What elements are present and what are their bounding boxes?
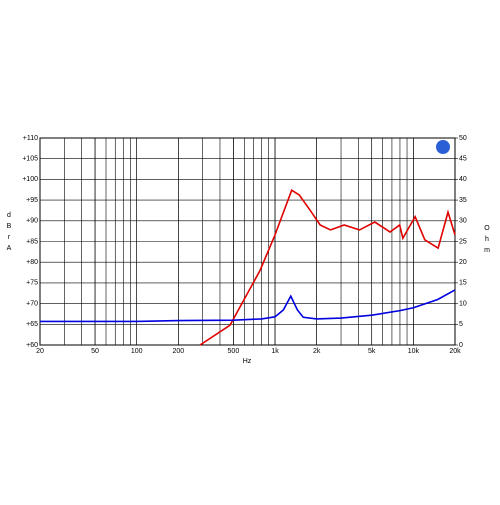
x-tick-label: 1k	[271, 348, 279, 355]
x-tick-label: 10k	[408, 348, 420, 355]
y-tick-label: +110	[23, 135, 38, 142]
y2-tick-label: 25	[459, 238, 467, 245]
y2-tick-label: 35	[459, 197, 467, 204]
y-tick-label: +100	[22, 176, 38, 183]
y-tick-label: +105	[22, 156, 38, 163]
y-tick-label: +80	[26, 259, 38, 266]
y2-tick-label: 5	[459, 321, 463, 328]
y-tick-label: +95	[26, 197, 38, 204]
y-tick-label: +90	[26, 218, 38, 225]
y-tick-label: +85	[26, 238, 38, 245]
y-tick-label: +65	[26, 321, 38, 328]
y2-tick-label: 0	[459, 342, 463, 349]
y2-tick-label: 45	[459, 156, 467, 163]
x-tick-label: 200	[172, 348, 184, 355]
y-tick-label: +60	[26, 342, 38, 349]
series-line	[40, 289, 456, 323]
x-tick-label: 20k	[449, 348, 461, 355]
y-tick-label: +70	[26, 300, 38, 307]
x-tick-label: 20	[36, 348, 44, 355]
x-tick-label: 5k	[368, 348, 376, 355]
y2-tick-label: 40	[459, 176, 467, 183]
x-tick-label: 50	[91, 348, 99, 355]
x-tick-label: 100	[131, 348, 143, 355]
y2-tick-label: 10	[459, 300, 467, 307]
x-axis-label: Hz	[243, 358, 252, 365]
y2-tick-label: 30	[459, 218, 467, 225]
x-tick-label: 500	[228, 348, 240, 355]
x-tick-label: 2k	[313, 348, 321, 355]
y2-tick-label: 20	[459, 259, 467, 266]
y2-tick-label: 15	[459, 280, 467, 287]
logo	[436, 140, 450, 154]
y-tick-label: +75	[26, 280, 38, 287]
series-line	[199, 188, 456, 346]
y2-tick-label: 50	[459, 135, 467, 142]
